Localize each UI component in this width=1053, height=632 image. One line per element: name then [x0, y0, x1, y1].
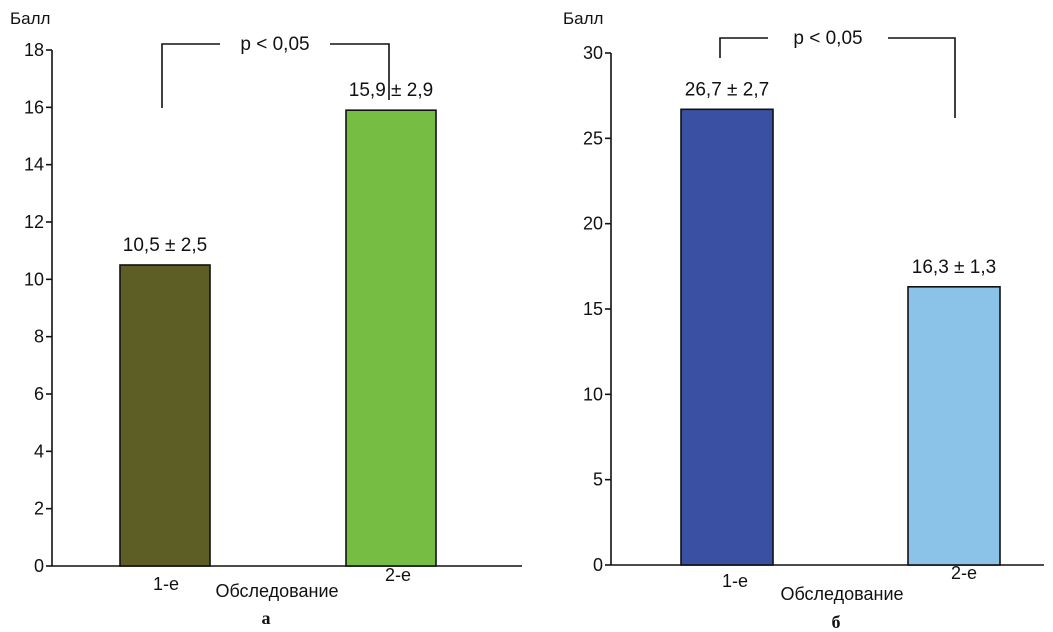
y-axis-title: Балл	[563, 9, 603, 28]
bar-value-label: 10,5 ± 2,5	[123, 235, 207, 256]
chart-panel-b: Балл 0 5 10 15 20 25 30 26,7 ± 2,7 16,3 ± 1,3 1…	[563, 9, 1044, 632]
value-label-group: 10,5 ± 2,5 15,9 ± 2,9	[123, 80, 433, 256]
bar-group	[119, 109, 437, 567]
bar-value-label: 26,7 ± 2,7	[685, 79, 769, 100]
y-tick-label: 8	[34, 327, 44, 347]
panel-letter: б	[832, 612, 841, 632]
y-tick-label: 15	[583, 299, 603, 319]
significance-bracket-right	[330, 43, 390, 100]
bar-2	[345, 109, 437, 567]
value-label-group: 26,7 ± 2,7 16,3 ± 1,3	[685, 79, 996, 277]
y-tick-label: 2	[34, 499, 44, 519]
x-category-label: 2-е	[951, 563, 977, 583]
significance-bracket	[161, 43, 220, 108]
y-tick-label: 0	[593, 555, 603, 575]
y-tick-label: 10	[583, 384, 603, 404]
category-label-group: 1-е 2-е	[153, 565, 411, 594]
chart-panel-a: Балл 0 2 4 6 8 10 12 14 16 18 10,5 ± 2,5 15,9 ± 2,…	[10, 9, 522, 628]
bar-1	[680, 108, 774, 566]
significance-bracket	[719, 37, 768, 58]
category-label-group: 1-е 2-е	[722, 563, 977, 591]
x-axis-title: Обследование	[215, 581, 338, 601]
y-axis-ticks: 0 5 10 15 20 25 30	[583, 43, 611, 575]
x-category-label: 1-е	[722, 571, 748, 591]
bar-group	[680, 108, 1001, 566]
y-tick-label: 5	[593, 470, 603, 490]
y-tick-label: 25	[583, 128, 603, 148]
bar-value-label: 16,3 ± 1,3	[912, 257, 996, 278]
y-tick-label: 18	[24, 40, 44, 60]
x-category-label: 2-е	[385, 565, 411, 585]
significance-bracket-right	[888, 37, 956, 118]
bar-value-label: 15,9 ± 2,9	[349, 80, 433, 101]
y-axis-title: Балл	[10, 9, 50, 28]
x-category-label: 1-е	[153, 574, 179, 594]
y-tick-label: 0	[34, 556, 44, 576]
bar-2	[907, 286, 1001, 566]
y-tick-label: 20	[583, 214, 603, 234]
y-tick-label: 30	[583, 43, 603, 63]
y-tick-label: 6	[34, 384, 44, 404]
y-tick-label: 10	[24, 269, 44, 289]
panel-letter: а	[262, 608, 271, 628]
bar-1	[119, 264, 211, 567]
y-axis-ticks: 0 2 4 6 8 10 12 14 16 18	[24, 40, 52, 576]
y-tick-label: 14	[24, 155, 44, 175]
y-tick-label: 16	[24, 97, 44, 117]
significance-label: p < 0,05	[240, 34, 309, 55]
x-axis-title: Обследование	[780, 584, 903, 604]
significance-label: p < 0,05	[793, 28, 862, 49]
y-tick-label: 4	[34, 441, 44, 461]
y-tick-label: 12	[24, 212, 44, 232]
